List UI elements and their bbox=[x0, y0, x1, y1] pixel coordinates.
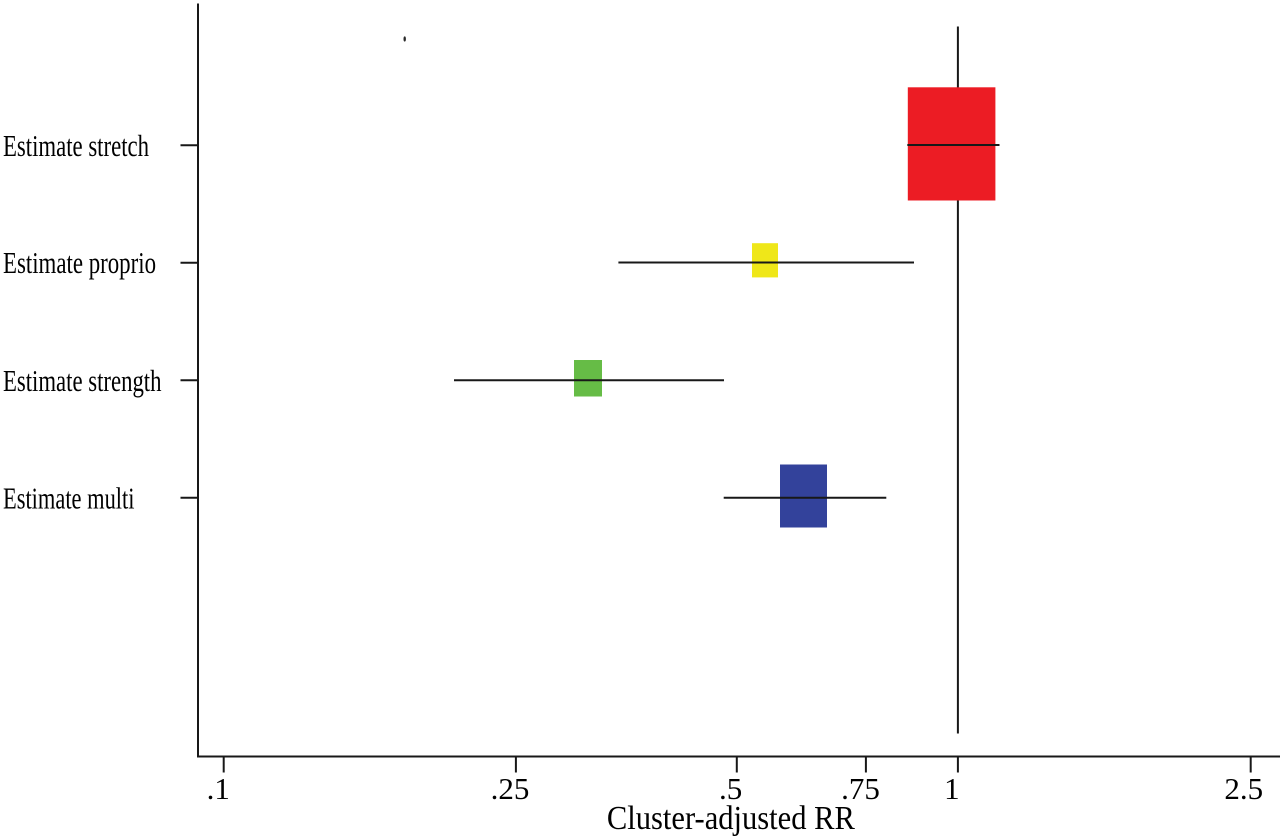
svg-text:.25: .25 bbox=[491, 771, 530, 806]
svg-text:Estimate stretch: Estimate stretch bbox=[3, 128, 149, 163]
svg-text:Cluster-adjusted RR: Cluster-adjusted RR bbox=[607, 800, 855, 837]
svg-text:Estimate proprio: Estimate proprio bbox=[3, 245, 156, 280]
svg-text:.75: .75 bbox=[841, 771, 880, 806]
svg-text:Estimate strength: Estimate strength bbox=[3, 363, 162, 398]
svg-text:.1: .1 bbox=[207, 771, 230, 806]
svg-text:2.5: 2.5 bbox=[1224, 771, 1263, 806]
svg-text:1: 1 bbox=[944, 771, 960, 806]
svg-text:Estimate multi: Estimate multi bbox=[3, 481, 135, 516]
svg-text:.5: .5 bbox=[719, 771, 742, 806]
